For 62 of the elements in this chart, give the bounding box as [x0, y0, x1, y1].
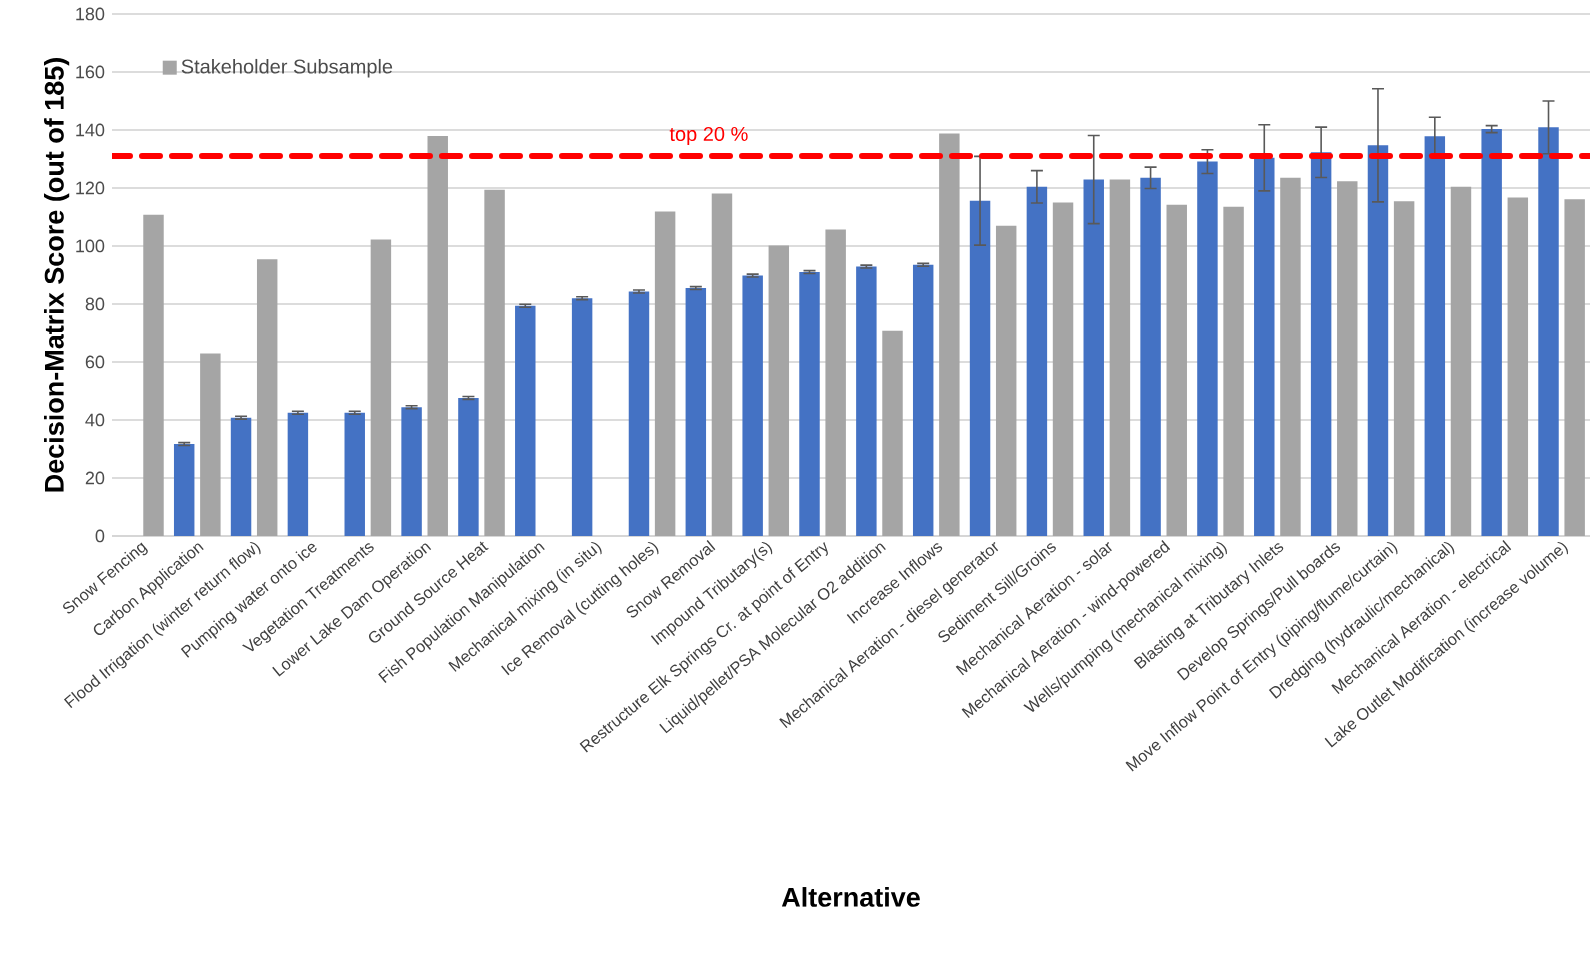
bar [742, 275, 763, 536]
bar [825, 229, 846, 536]
bar [654, 211, 676, 536]
bar [1026, 186, 1048, 536]
bar [370, 239, 392, 536]
bar [1481, 129, 1502, 536]
bar [912, 264, 934, 536]
bar [1109, 179, 1131, 536]
bar [484, 189, 505, 536]
bar [230, 417, 252, 536]
bar [143, 214, 164, 536]
y-tick-label: 140 [76, 123, 105, 137]
bar [1507, 197, 1529, 536]
bar [1310, 152, 1332, 536]
bar [173, 444, 195, 536]
bar [427, 136, 448, 536]
bar [256, 259, 278, 536]
y-axis-title: Decision-Matrix Score (out of 185) [44, 58, 70, 492]
y-tick-label: 180 [76, 7, 105, 21]
y-tick-label: 20 [85, 471, 105, 485]
bar [1393, 201, 1415, 536]
bar [1166, 204, 1187, 536]
bar [344, 412, 365, 536]
bar [401, 407, 422, 536]
bar [1140, 177, 1161, 536]
bar [1254, 157, 1275, 536]
bar [799, 272, 820, 536]
bar [685, 288, 707, 536]
legend-label: Stakeholder Subsample [181, 58, 393, 78]
bar [856, 266, 877, 536]
bar [882, 330, 903, 536]
bar [1280, 177, 1301, 536]
bar [768, 245, 790, 536]
y-tick-label: 0 [95, 529, 105, 543]
y-tick-label: 60 [85, 355, 105, 369]
ref-line-label: top 20 % [669, 126, 748, 146]
bar [515, 305, 536, 536]
bar [1197, 161, 1218, 536]
bar [969, 200, 991, 536]
bar [939, 133, 960, 536]
bar [571, 298, 593, 536]
y-tick-label: 80 [85, 297, 105, 311]
bar [711, 193, 733, 536]
bar [995, 225, 1017, 536]
bar [200, 353, 221, 536]
bar [287, 412, 309, 536]
bar [1450, 186, 1472, 536]
bar [1083, 179, 1104, 536]
bar [628, 291, 650, 536]
y-tick-label: 160 [76, 65, 105, 79]
bar [1538, 127, 1559, 536]
y-tick-label: 120 [76, 181, 105, 195]
y-tick-label: 100 [76, 239, 105, 253]
bar [1337, 181, 1358, 536]
bar [1367, 145, 1389, 536]
bar [1564, 199, 1585, 536]
bar [1052, 202, 1074, 536]
bar [1223, 206, 1244, 536]
bar [1424, 136, 1446, 536]
y-tick-label: 40 [85, 413, 105, 427]
x-axis-title: Alternative [781, 887, 920, 907]
bar [458, 397, 479, 536]
